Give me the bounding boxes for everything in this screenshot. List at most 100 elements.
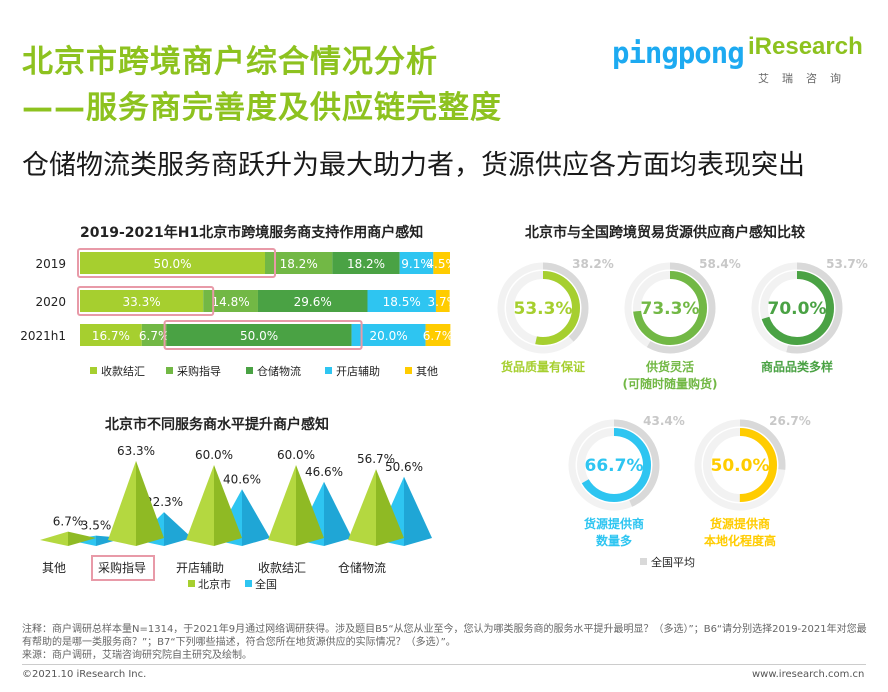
legend-label: 全国 [255, 577, 277, 591]
pyramid-category-label: 开店辅助 [176, 561, 224, 575]
pyramid-beijing-shade [296, 465, 324, 546]
donut-national-value: 53.7% [826, 257, 868, 271]
footer-website: www.iresearch.com.cn [752, 669, 865, 680]
donut-chart: 53.3% 38.2% 货品质量有保证 73.3% 58.4% 供货灵活 (可随时随量购货)… [497, 257, 868, 569]
bar-category-label: 2019 [35, 257, 66, 271]
donut-category-label: 货品质量有保证 [501, 359, 585, 374]
bar-segment [425, 324, 451, 346]
donut-center-value: 53.3% [514, 299, 573, 319]
bar-data-label: 4.5% [426, 257, 457, 271]
pyramid-data-label: 56.7% [357, 452, 395, 466]
bar-segment [433, 252, 450, 274]
page-title-line1: 北京市跨境商户综合情况分析 [22, 44, 438, 80]
bar-data-label: 50.0% [240, 329, 278, 343]
donut-national-value: 38.2% [572, 257, 614, 271]
pyramid-beijing [40, 531, 68, 546]
pyramid-category-label: 仓储物流 [338, 560, 386, 575]
pyramid-data-label: 60.0% [195, 448, 233, 462]
pingpong-logo: pingpong [612, 36, 745, 70]
pyramid-category-label: 收款结汇 [258, 561, 306, 575]
bar-segment [141, 324, 167, 346]
pyramid-national-shade [164, 512, 192, 546]
bar-segment [367, 290, 436, 312]
bar-data-label: 16.7% [92, 329, 130, 343]
pyramid-data-label: 50.6% [385, 460, 423, 474]
legend-label: 开店辅助 [336, 364, 380, 378]
bar-data-label: 3.7% [428, 295, 459, 309]
bar-highlight-box [77, 248, 276, 278]
donut-national-value: 26.7% [769, 414, 811, 428]
pyramid-data-label: 60.0% [277, 448, 315, 462]
pyramid-data-label: 22.3% [145, 495, 183, 509]
pyramid-beijing [348, 469, 376, 546]
donut-center-value: 73.3% [641, 299, 700, 319]
pyramid-beijing [268, 465, 296, 546]
bar-segment [265, 252, 333, 274]
pyramid-category-label: 其他 [42, 561, 66, 575]
legend-label: 其他 [416, 365, 438, 378]
pyramid-chart-title: 北京市不同服务商水平提升商户感知 [105, 417, 329, 433]
donut-category-label: 商品品类多样 [761, 359, 833, 374]
donut-beijing-arc [760, 271, 834, 345]
stacked-bar-chart: 2019 50.0% 18.2% 18.2% 9.1%4.5% 2020 33.3% 14.8… [20, 248, 459, 378]
bar-category-label: 2021h1 [20, 329, 66, 343]
donut-category-label: 货源提供商 [710, 516, 770, 531]
pyramid-beijing [186, 465, 214, 546]
legend-swatch [245, 580, 252, 587]
bar-segment [203, 290, 258, 312]
pyramid-national-shade [404, 476, 432, 546]
bar-data-label: 6.7% [139, 329, 170, 343]
donut-national-arc [694, 419, 786, 511]
pyramid-data-label: 40.6% [223, 472, 261, 486]
bar-segment [80, 324, 142, 346]
pyramid-beijing-shade [136, 460, 164, 546]
bar-data-label: 18.5% [383, 295, 421, 309]
donut-national-arc [568, 419, 660, 511]
pyramid-data-label: 46.6% [305, 465, 343, 479]
pyramid-category-label: 采购指导 [98, 560, 146, 575]
donut-national-value: 43.4% [643, 414, 685, 428]
legend-label: 收款结汇 [101, 364, 145, 378]
bar-category-label: 2020 [35, 295, 66, 309]
legend-label: 北京市 [198, 577, 231, 591]
bar-data-label: 6.7% [423, 329, 454, 343]
donut-category-label: 本地化程度高 [704, 533, 776, 548]
legend-swatch [166, 367, 173, 374]
pyramid-chart: 3.5%6.7% 其他 22.3% 63.3% 采购指导 40.6% 60.0% 开店辅助 46… [40, 444, 432, 591]
iresearch-logo-cn: 艾瑞咨询 [758, 72, 854, 85]
bar-data-label: 29.6% [294, 295, 332, 309]
page-subtitle: 仓储物流类服务商跃升为最大助力者，货源供应各方面均表现突出 [22, 150, 805, 181]
pyramid-beijing [108, 460, 136, 546]
donut-center-value: 66.7% [585, 456, 644, 476]
donut-category-label: 供货灵活 [645, 359, 694, 374]
footnote-source: 来源：商户调研，艾瑞咨询研究院自主研究及绘制。 [22, 650, 252, 661]
pyramid-national-shade [242, 489, 270, 546]
legend-swatch [246, 367, 253, 374]
pyramid-data-label: 63.3% [117, 444, 155, 458]
legend-label: 采购指导 [177, 364, 221, 378]
iresearch-logo: iResearch [748, 33, 863, 60]
stacked-bar-chart-title: 2019-2021年H1北京市跨境服务商支持作用商户感知 [80, 225, 424, 241]
donut-beijing-arc [633, 271, 707, 345]
pyramid-highlight-box [91, 555, 155, 581]
pyramid-national-shade [324, 481, 352, 546]
legend-swatch [188, 580, 195, 587]
donut-beijing-arc [703, 428, 777, 502]
bar-segment [351, 324, 426, 346]
bar-segment [435, 290, 450, 312]
donut-beijing-arc [577, 428, 651, 502]
bar-data-label: 20.0% [370, 329, 408, 343]
donut-center-value: 70.0% [768, 299, 827, 319]
bar-highlight-box [163, 320, 363, 350]
donut-national-arc [497, 262, 589, 354]
bar-data-label: 9.1% [401, 257, 432, 271]
footnote-note: 注释：商户调研总样本量N=1314，于2021年9月通过网络调研获得。涉及题目B… [22, 624, 867, 648]
bar-data-label: 50.0% [153, 257, 191, 271]
footnote: 注释：商户调研总样本量N=1314，于2021年9月通过网络调研获得。涉及题目B… [22, 623, 868, 662]
bar-data-label: 33.3% [123, 295, 161, 309]
bar-segment [399, 252, 434, 274]
bar-segment [166, 324, 352, 346]
pyramid-beijing-shade [214, 465, 242, 546]
legend-swatch [640, 558, 647, 565]
bar-segment [257, 290, 368, 312]
